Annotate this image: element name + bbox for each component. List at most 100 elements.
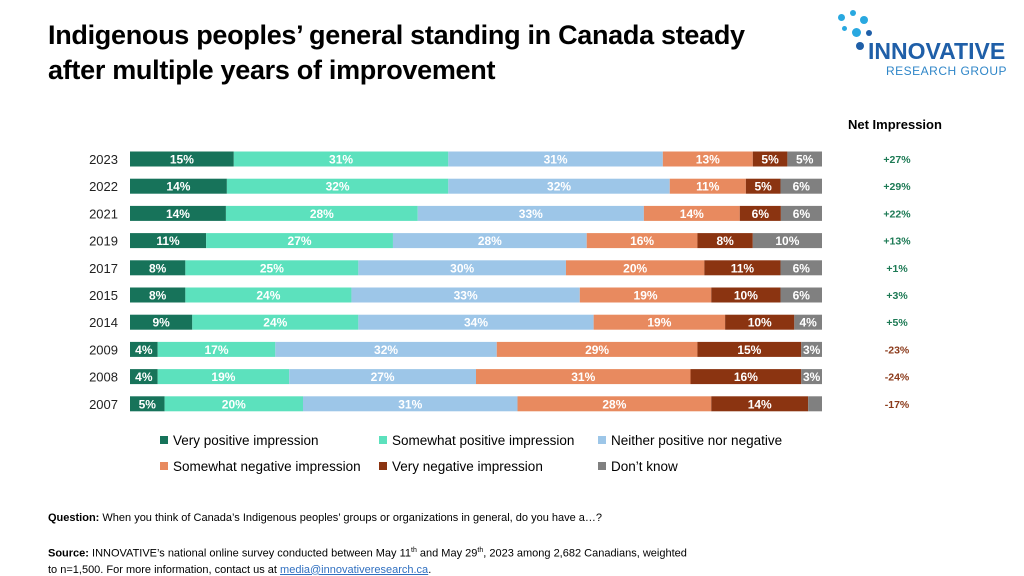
- bar-segment: [185, 260, 359, 276]
- data-label: 14%: [748, 397, 772, 411]
- bar-segment: [752, 233, 822, 249]
- category-label: 2015: [89, 288, 118, 303]
- legend-swatch: [598, 462, 606, 470]
- legend-item: Very negative impression: [379, 459, 543, 474]
- question-label: Question:: [48, 512, 100, 524]
- legend-label: Somewhat negative impression: [173, 459, 361, 474]
- bar-segment: [643, 205, 740, 221]
- data-label: 15%: [170, 153, 194, 167]
- bar-segment: [358, 260, 566, 276]
- bar-segment: [157, 341, 276, 357]
- category-label: 2014: [89, 315, 118, 330]
- data-label: 4%: [135, 343, 153, 357]
- data-label: 10%: [775, 234, 799, 248]
- category-label: 2008: [89, 370, 118, 385]
- bar-segment: [130, 341, 158, 357]
- bar-segment: [579, 287, 712, 303]
- legend-swatch: [160, 436, 168, 444]
- net-impression-value: +1%: [886, 263, 908, 275]
- data-label: 3%: [803, 343, 821, 357]
- bar-segment: [697, 341, 802, 357]
- legend-item: Neither positive nor negative: [598, 433, 782, 448]
- bar-segment: [130, 369, 158, 385]
- category-label: 2007: [89, 397, 118, 412]
- data-label: 20%: [623, 261, 647, 275]
- category-label: 2009: [89, 342, 118, 357]
- bar-segment: [476, 369, 691, 385]
- data-label: 24%: [256, 289, 280, 303]
- data-label: 33%: [454, 289, 478, 303]
- legend-label: Somewhat positive impression: [392, 433, 575, 448]
- data-label: 6%: [793, 261, 811, 275]
- data-label: 32%: [326, 180, 350, 194]
- bar-segment: [157, 369, 290, 385]
- legend-label: Don’t know: [611, 459, 678, 474]
- stacked-bar-chart: 2023 15% 31% 31% 13% 5% 5% +27% 2022 14% 32% 32% 11%…: [89, 151, 911, 412]
- bar-segment: [704, 260, 781, 276]
- data-label: 6%: [793, 289, 811, 303]
- data-label: 27%: [371, 370, 395, 384]
- legend-label: Very positive impression: [173, 433, 319, 448]
- legend-item: Don’t know: [598, 459, 678, 474]
- bar-segment: [801, 341, 822, 357]
- source-note: Source: INNOVATIVE’s national online sur…: [48, 543, 688, 576]
- net-impression-value: +13%: [883, 236, 911, 248]
- bar-segment: [586, 233, 698, 249]
- data-label: 28%: [602, 397, 626, 411]
- bar-segment: [448, 151, 663, 167]
- net-impression-value: +3%: [886, 290, 908, 302]
- bar-segment: [130, 314, 193, 330]
- bar-segment: [690, 369, 802, 385]
- bar-segment: [185, 287, 352, 303]
- data-label: 32%: [374, 343, 398, 357]
- legend-swatch: [160, 462, 168, 470]
- data-label: 11%: [731, 261, 755, 275]
- bar-segment: [662, 151, 753, 167]
- bar-segment: [711, 287, 781, 303]
- data-label: 30%: [450, 261, 474, 275]
- bar-segment: [780, 205, 822, 221]
- bar-segment: [697, 233, 753, 249]
- source-text: and May 29: [416, 547, 478, 560]
- data-label: 8%: [149, 261, 167, 275]
- bar-segment: [780, 260, 822, 276]
- email-link[interactable]: media@innovativeresearch.ca: [280, 563, 429, 576]
- bar-segment: [351, 287, 580, 303]
- bar-segment: [303, 396, 518, 412]
- net-impression-value: +29%: [883, 181, 911, 193]
- data-label: 28%: [310, 207, 334, 221]
- legend-item: Very positive impression: [160, 433, 319, 448]
- source-text: , 2023 among 2,682 Canadians, weighted t…: [48, 547, 687, 576]
- category-label: 2017: [89, 261, 118, 276]
- category-label: 2023: [89, 152, 118, 167]
- data-label: 15%: [737, 343, 761, 357]
- net-impression-value: +5%: [886, 317, 908, 329]
- bar-segment: [725, 314, 795, 330]
- data-label: 31%: [571, 370, 595, 384]
- bar-segment: [808, 396, 822, 412]
- bar-segment: [206, 233, 393, 249]
- bar-segment: [669, 178, 746, 194]
- bar-segment: [745, 178, 781, 194]
- net-impression-value: -17%: [885, 399, 910, 411]
- bar-segment: [130, 233, 207, 249]
- data-label: 17%: [204, 343, 228, 357]
- data-label: 14%: [680, 207, 704, 221]
- bar-segment: [565, 260, 705, 276]
- data-label: 24%: [263, 316, 287, 330]
- data-label: 32%: [547, 180, 571, 194]
- data-label: 31%: [544, 153, 568, 167]
- data-label: 8%: [149, 289, 167, 303]
- data-label: 5%: [755, 180, 773, 194]
- data-label: 5%: [139, 397, 157, 411]
- data-label: 13%: [696, 153, 720, 167]
- data-label: 8%: [716, 234, 734, 248]
- data-label: 16%: [734, 370, 758, 384]
- data-label: 14%: [166, 207, 190, 221]
- bar-segment: [448, 178, 670, 194]
- question-text: When you think of Canada’s Indigenous pe…: [99, 512, 603, 524]
- data-label: 29%: [585, 343, 609, 357]
- data-label: 31%: [329, 153, 353, 167]
- bar-segment: [233, 151, 449, 167]
